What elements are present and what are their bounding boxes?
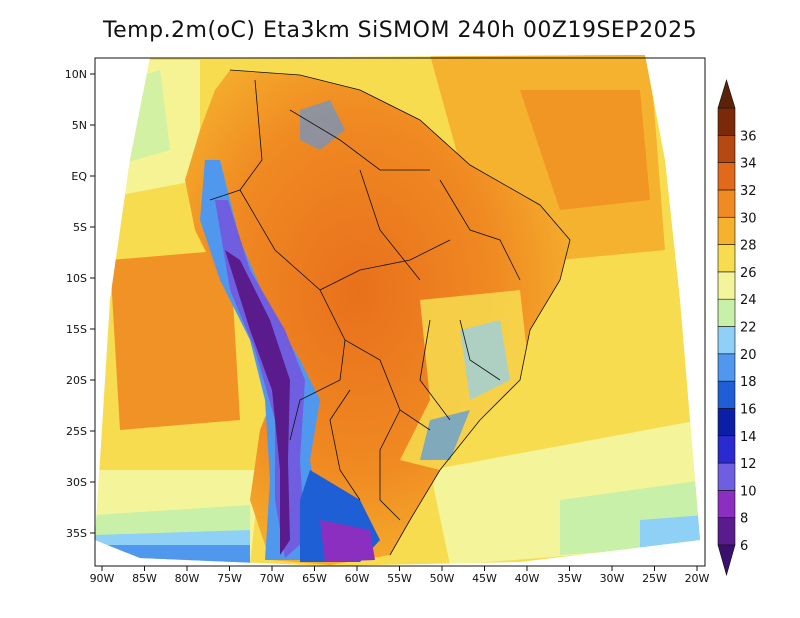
lat-tick-label: 5S bbox=[73, 221, 87, 234]
colorbar-level-label: 22 bbox=[740, 321, 757, 336]
lat-tick-label: 20S bbox=[66, 374, 87, 387]
lon-tick-label: 80W bbox=[175, 572, 200, 585]
colorbar-swatch bbox=[717, 326, 736, 355]
colorbar-level-label: 24 bbox=[740, 293, 757, 308]
lon-tick-label: 55W bbox=[387, 572, 412, 585]
colorbar-swatch bbox=[717, 380, 736, 409]
colorbar-swatch bbox=[717, 462, 736, 491]
colorbar-swatch bbox=[717, 271, 736, 300]
colorbar-swatch bbox=[717, 298, 736, 327]
lon-tick-label: 45W bbox=[472, 572, 497, 585]
lon-tick-label: 25W bbox=[642, 572, 667, 585]
lon-tick-label: 40W bbox=[515, 572, 540, 585]
colorbar-level-label: 10 bbox=[740, 484, 757, 499]
colorbar-level-label: 34 bbox=[740, 157, 757, 172]
lon-tick-label: 85W bbox=[132, 572, 157, 585]
colorbar-swatch bbox=[717, 189, 736, 218]
colorbar-level-label: 32 bbox=[740, 184, 757, 199]
continent-temperature-field bbox=[185, 70, 570, 565]
colorbar-level-label: 16 bbox=[740, 402, 757, 417]
lon-tick-label: 20W bbox=[685, 572, 710, 585]
lat-tick-label: 35S bbox=[66, 527, 87, 540]
lat-tick-label: 10S bbox=[66, 272, 87, 285]
country-borders bbox=[209, 69, 571, 556]
lat-tick-label: 10N bbox=[65, 68, 87, 81]
colorbar-swatch bbox=[717, 244, 736, 273]
colorbar-level-label: 18 bbox=[740, 375, 757, 390]
colorbar-level-label: 30 bbox=[740, 211, 757, 226]
lat-tick-label: 25S bbox=[66, 425, 87, 438]
lat-tick-label: 30S bbox=[66, 476, 87, 489]
colorbar-swatch bbox=[717, 107, 736, 136]
colorbar-over-triangle bbox=[717, 78, 736, 109]
colorbar-level-label: 12 bbox=[740, 457, 757, 472]
colorbar-swatch bbox=[717, 216, 736, 245]
longitude-axis: 90W 85W 80W 75W 70W 65W 60W 55W 50W 45W 40W 35W 30W 2… bbox=[90, 566, 710, 585]
lon-tick-label: 60W bbox=[345, 572, 370, 585]
lon-tick-label: 90W bbox=[90, 572, 115, 585]
lon-tick-label: 30W bbox=[600, 572, 625, 585]
colorbar-level-label: 8 bbox=[740, 512, 748, 527]
lon-tick-label: 65W bbox=[302, 572, 327, 585]
temperature-colorbar: 6 8 10 12 14 16 18 20 22 24 26 28 30 32 34 36 bbox=[717, 78, 757, 577]
lon-tick-label: 75W bbox=[217, 572, 242, 585]
colorbar-swatch bbox=[717, 490, 736, 518]
colorbar-level-label: 14 bbox=[740, 430, 757, 445]
lon-tick-label: 50W bbox=[430, 572, 455, 585]
colorbar-level-label: 28 bbox=[740, 239, 757, 254]
colorbar-swatch bbox=[717, 408, 736, 437]
colorbar-level-label: 36 bbox=[740, 129, 757, 144]
colorbar-level-label: 20 bbox=[740, 348, 757, 363]
map-title: Temp.2m(oC) Eta3km SiSMOM 240h 00Z19SEP2… bbox=[102, 18, 698, 43]
colorbar-swatch bbox=[717, 435, 736, 464]
colorbar-swatch bbox=[717, 353, 736, 382]
lon-tick-label: 70W bbox=[260, 572, 285, 585]
colorbar-swatch bbox=[717, 517, 736, 546]
lat-tick-label: EQ bbox=[71, 170, 87, 183]
lat-tick-label: 15S bbox=[66, 323, 87, 336]
colorbar-swatch bbox=[717, 162, 736, 191]
colorbar-level-label: 6 bbox=[740, 539, 748, 554]
colorbar-level-label: 26 bbox=[740, 266, 757, 281]
colorbar-swatch bbox=[717, 135, 736, 163]
colorbar-under-triangle bbox=[717, 544, 736, 577]
latitude-axis: 10N 5N EQ 5S 10S 15S 20S 25S 30S 35S bbox=[65, 68, 95, 540]
lat-tick-label: 5N bbox=[72, 119, 87, 132]
lon-tick-label: 35W bbox=[557, 572, 582, 585]
